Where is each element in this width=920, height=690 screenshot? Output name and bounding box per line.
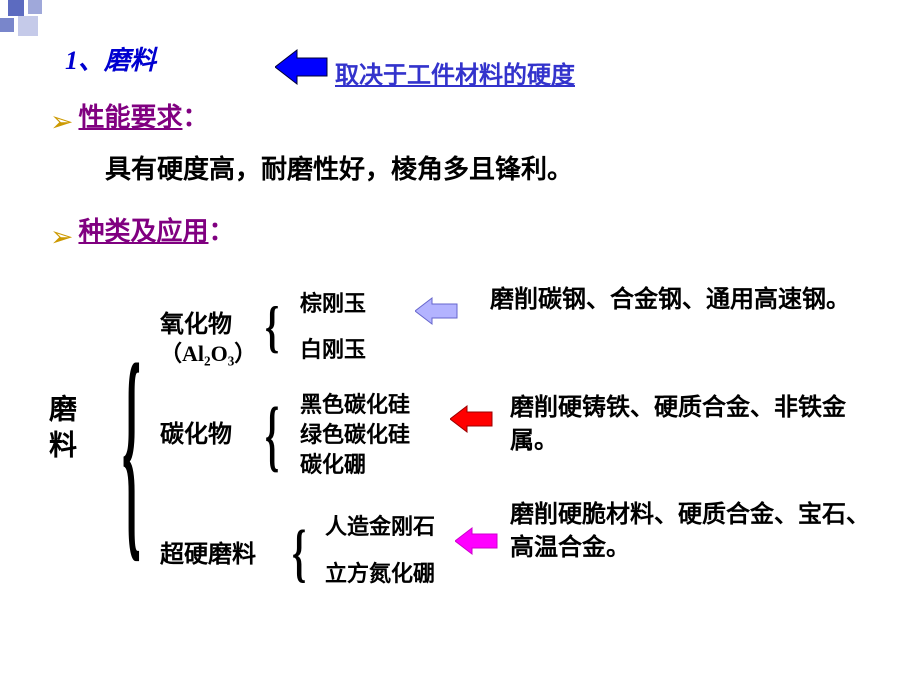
section-1: ➢性能要求： [50,97,900,139]
bullet-icon: ➢ [50,105,73,139]
cat-3-desc: 磨削硬脆材料、硬质合金、宝石、高温合金。 [510,499,870,566]
arrow-icon [450,404,494,439]
cat-1-item-0: 棕刚玉 [300,286,366,318]
cat-2-item-0: 黑色碳化硅 [300,387,410,419]
cat-1-label: 氧化物 [160,304,232,339]
corner-decoration [0,0,60,40]
cat-2-brace: { [265,388,279,480]
hardness-link[interactable]: 取决于工件材料的硬度 [335,55,575,90]
arrow-icon [415,296,459,331]
root-label: 磨料 [40,394,80,466]
bullet-icon: ➢ [50,220,73,254]
section-1-header: 性能要求 [78,103,182,132]
cat-1-brace: { [265,293,279,360]
cat-2-desc: 磨削硬铸铁、硬质合金、非铁金属。 [510,392,870,459]
cat-2-item-1: 绿色碳化硅 [300,417,410,449]
arrow-left-icon [275,48,330,91]
section-2-header: 种类及应用 [78,217,208,246]
cat-3-label: 超硬磨料 [160,534,256,569]
cat-3-brace: { [292,515,306,591]
cat-3-item-1: 立方氮化硼 [325,556,435,588]
arrow-icon [455,526,499,561]
cat-1-item-1: 白刚玉 [300,332,366,364]
cat-2-item-2: 碳化硼 [300,447,366,479]
main-brace: { [122,314,141,589]
cat-1-sublabel: （Al₂O₃） [160,336,256,368]
cat-3-item-0: 人造金刚石 [325,509,435,541]
classification-diagram: 磨料 { 氧化物 （Al₂O₃） { 棕刚玉 白刚玉 磨削碳钢、合金钢、通用高速… [50,274,900,634]
cat-1-desc: 磨削碳钢、合金钢、通用高速钢。 [490,284,850,318]
cat-2-label: 碳化物 [160,414,232,449]
section-2: ➢种类及应用： [50,211,900,253]
section-1-body: 具有硬度高，耐磨性好，棱角多且锋利。 [105,149,900,186]
